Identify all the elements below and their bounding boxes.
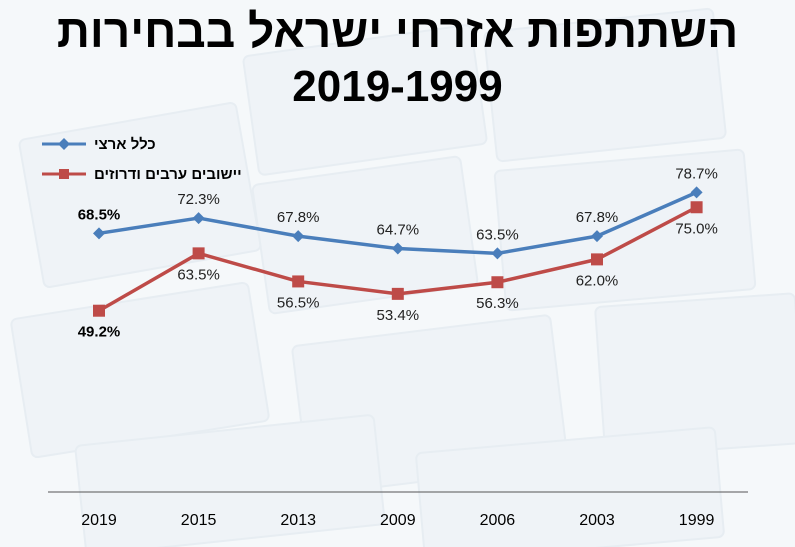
legend-diamond-marker-icon: [42, 138, 86, 150]
chart-title: השתתפות אזרחי ישראל בבחירות: [56, 5, 739, 57]
data-label: 53.4%: [377, 307, 420, 324]
data-point-marker: [292, 275, 305, 288]
data-point-marker: [690, 201, 703, 214]
x-tick-label: 1999: [679, 512, 715, 529]
x-tick-label: 2015: [181, 512, 217, 529]
data-label: 49.2%: [78, 324, 121, 341]
data-point-marker: [491, 247, 504, 260]
data-label: 56.3%: [476, 295, 519, 312]
data-label: 67.8%: [277, 209, 320, 226]
data-point-marker: [192, 212, 205, 225]
legend-item-arab-druze: יישובים ערבים ודרוזים: [40, 164, 242, 184]
data-point-marker: [591, 230, 603, 243]
data-label: 68.5%: [78, 206, 121, 223]
data-point-marker: [690, 186, 703, 199]
legend-item-national: כלל ארצי: [40, 134, 156, 154]
x-tick-label: 2009: [380, 512, 416, 529]
x-tick-label: 2013: [280, 512, 316, 529]
x-tick-label: 2006: [480, 512, 516, 529]
chart-subtitle-years: 2019-1999: [292, 62, 503, 111]
data-point-marker: [491, 276, 504, 289]
data-point-marker: [391, 287, 404, 300]
data-point-marker: [192, 247, 205, 260]
data-label: 67.8%: [576, 209, 619, 226]
data-point-marker: [591, 253, 603, 266]
legend-label-national: כלל ארצי: [94, 135, 156, 153]
data-point-marker: [93, 304, 105, 317]
data-label: 78.7%: [675, 165, 718, 182]
legend-label-arab-druze: יישובים ערבים ודרוזים: [94, 165, 242, 183]
legend-square-marker-icon: [42, 169, 86, 179]
data-label: 75.0%: [675, 220, 718, 237]
data-label: 56.5%: [277, 294, 320, 311]
data-point-marker: [292, 230, 305, 243]
data-label: 62.0%: [576, 272, 619, 289]
x-tick-label: 2019: [81, 512, 117, 529]
data-label: 63.5%: [177, 266, 220, 283]
data-label: 64.7%: [377, 222, 420, 239]
data-label: 72.3%: [177, 191, 220, 208]
x-tick-label: 2003: [579, 512, 615, 529]
data-point-marker: [391, 242, 404, 255]
data-point-marker: [93, 227, 105, 240]
data-label: 63.5%: [476, 226, 519, 243]
